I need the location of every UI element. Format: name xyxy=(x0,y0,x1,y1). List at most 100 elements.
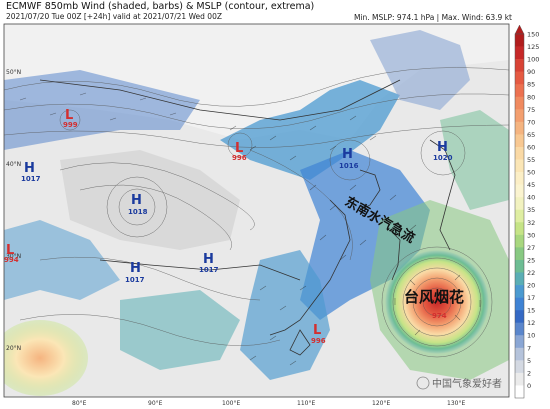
colorbar-swatch xyxy=(515,84,524,98)
colorbar-swatch xyxy=(515,259,524,273)
colorbar-label: 45 xyxy=(527,181,535,189)
svg-text:H: H xyxy=(131,193,142,208)
colorbar-swatch xyxy=(515,247,524,261)
svg-text:H: H xyxy=(130,261,141,276)
colorbar-label: 25 xyxy=(527,256,535,264)
colorbar-swatch xyxy=(515,59,524,72)
colorbar-swatch xyxy=(515,347,524,361)
colorbar-swatch xyxy=(515,96,524,110)
colorbar-label: 35 xyxy=(527,206,535,214)
colorbar-swatch xyxy=(515,159,524,173)
pressure-system-h-1016: H 1016 xyxy=(339,147,359,170)
colorbar-label: 85 xyxy=(527,81,535,89)
colorbar-swatch xyxy=(515,272,524,286)
svg-text:L: L xyxy=(65,108,73,123)
svg-text:1017: 1017 xyxy=(21,175,41,183)
svg-text:1016: 1016 xyxy=(339,162,359,170)
colorbar-label: 32 xyxy=(527,219,535,227)
svg-text:994: 994 xyxy=(4,256,19,264)
colorbar-swatch xyxy=(515,360,524,374)
pressure-system-h-1017-east: H 1017 xyxy=(199,252,219,274)
colorbar-label: 17 xyxy=(527,294,535,302)
colorbar-swatch xyxy=(515,134,524,148)
pressure-system-l-996-south: L 996 xyxy=(311,323,326,345)
coastlines xyxy=(39,79,456,356)
pressure-system-h-1017-west: H 1017 xyxy=(21,161,41,183)
lat-label-30: 30°N xyxy=(6,253,21,260)
colorbar-label: 10 xyxy=(527,332,535,340)
pressure-system-h-1018: H 1018 xyxy=(128,193,148,216)
colorbar-label: 0 xyxy=(527,382,531,390)
lat-label-50: 50°N xyxy=(6,69,21,76)
colorbar-label: 90 xyxy=(527,68,535,76)
colorbar-swatch xyxy=(515,372,524,386)
colorbar-label: 40 xyxy=(527,194,535,202)
colorbar-label: 60 xyxy=(527,143,535,151)
map-title: ECMWF 850mb Wind (shaded, barbs) & MSLP … xyxy=(6,1,315,12)
svg-text:L: L xyxy=(6,243,14,258)
colorbar-label: 80 xyxy=(527,93,535,101)
svg-text:996: 996 xyxy=(311,337,326,345)
colorbar-swatch xyxy=(515,146,524,160)
map-frame xyxy=(3,23,510,398)
lon-label-130: 130°E xyxy=(447,400,465,407)
svg-text:999: 999 xyxy=(63,121,78,129)
svg-text:L: L xyxy=(235,141,243,156)
svg-text:中国气象爱好者: 中国气象爱好者 xyxy=(432,377,502,390)
pressure-system-l-974-typhoon: 974 xyxy=(432,312,447,320)
colorbar-swatch xyxy=(515,297,524,311)
lat-label-40: 40°N xyxy=(6,161,21,168)
lon-label-100: 100°E xyxy=(222,400,240,407)
colorbar-swatch xyxy=(515,34,524,47)
pressure-system-l-996-north: L 996 xyxy=(232,141,247,162)
colorbar-label: 50 xyxy=(527,169,535,177)
colorbar-swatch xyxy=(515,209,524,223)
sw-wind-blob xyxy=(4,320,88,396)
typhoon-wind-core xyxy=(385,250,489,354)
map-plot-area xyxy=(4,24,509,396)
svg-text:H: H xyxy=(203,252,214,267)
pressure-system-l-994: L 994 xyxy=(4,243,19,264)
svg-text:H: H xyxy=(437,140,448,155)
watermark-logo-icon xyxy=(416,376,430,390)
svg-text:H: H xyxy=(24,161,35,176)
colorbar-label: 15 xyxy=(527,307,535,315)
wind-barbs xyxy=(19,92,481,366)
svg-text:1017: 1017 xyxy=(199,266,219,274)
pressure-system-l-999: L 999 xyxy=(63,108,78,129)
colorbar-swatch xyxy=(515,184,524,198)
svg-text:1020: 1020 xyxy=(433,154,453,162)
colorbar-swatch xyxy=(515,234,524,248)
colorbar-label: 65 xyxy=(527,131,535,139)
pressure-system-h-1020: H 1020 xyxy=(433,140,453,162)
colorbar-swatch xyxy=(515,121,524,135)
lon-label-80: 80°E xyxy=(72,400,87,407)
colorbar-label: 100 xyxy=(527,56,539,64)
colorbar-label: 125 xyxy=(527,43,539,51)
colorbar-swatch xyxy=(515,335,524,349)
lon-label-120: 120°E xyxy=(372,400,390,407)
colorbar-label: 2 xyxy=(527,369,531,377)
colorbar-swatch xyxy=(515,197,524,211)
colorbar-label: 7 xyxy=(527,344,531,352)
watermark: 中国气象爱好者 xyxy=(416,376,502,390)
svg-text:996: 996 xyxy=(232,154,247,162)
colorbar-swatch xyxy=(515,46,524,60)
isobar-contours xyxy=(4,67,509,358)
colorbar-swatch xyxy=(515,385,524,399)
colorbar-swatch xyxy=(515,322,524,336)
map-subtitle: 2021/07/20 Tue 00Z [+24h] valid at 2021/… xyxy=(6,12,222,21)
colorbar-label: 150 xyxy=(527,31,539,39)
colorbar-label: 5 xyxy=(527,357,531,365)
colorbar-swatch xyxy=(515,222,524,236)
colorbar-label: 55 xyxy=(527,156,535,164)
svg-text:H: H xyxy=(342,147,353,162)
colorbar-swatch xyxy=(515,109,524,123)
colorbar-label: 27 xyxy=(527,244,535,252)
colorbar-swatch xyxy=(515,285,524,298)
map-stats: Min. MSLP: 974.1 hPa | Max. Wind: 63.9 k… xyxy=(353,13,512,22)
wind-speed-colorbar: 1501251009085807570656055504540353230272… xyxy=(514,24,539,399)
svg-text:974: 974 xyxy=(432,312,447,320)
colorbar-label: 22 xyxy=(527,269,535,277)
